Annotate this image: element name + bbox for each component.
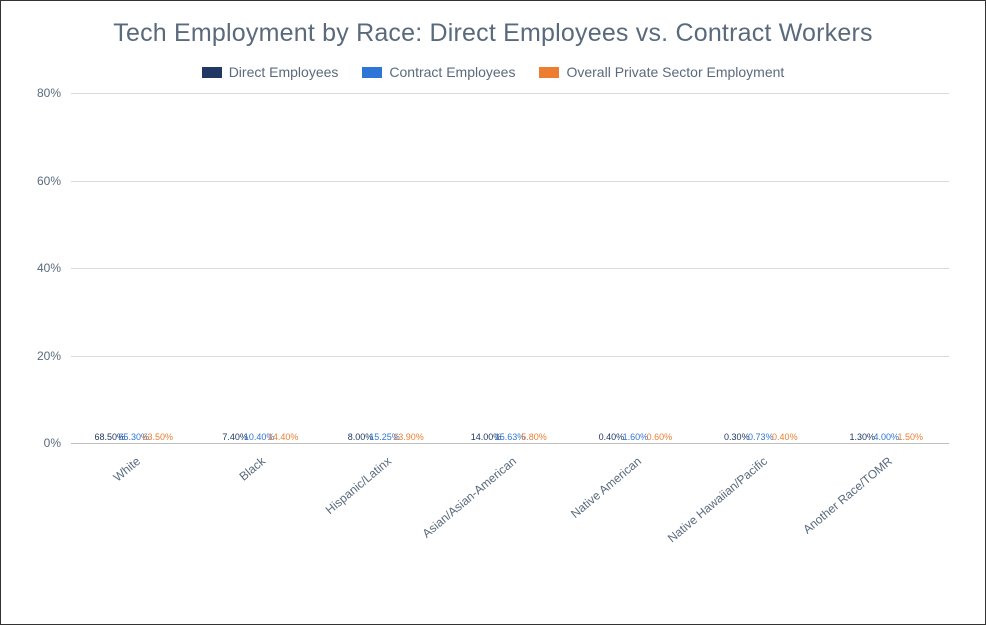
bar-data-label: 14.40% [268,432,299,444]
bar-data-label: 63.50% [142,432,173,444]
bar-data-label: 0.30% [724,432,750,444]
x-tick: Native Hawaiian/Pacific [698,444,823,564]
x-tick: Native American [573,444,698,564]
x-tick-label: White [110,454,143,484]
bar-data-label: 1.30% [849,432,875,444]
legend-item-overall: Overall Private Sector Employment [539,64,784,80]
bar-data-label: 4.00% [873,432,899,444]
bar-data-label: 0.73% [748,432,774,444]
bar-data-label: 0.40% [599,432,625,444]
x-tick: Black [196,444,321,564]
bar-group: 8.00%15.25%13.90% [322,94,447,444]
bar-data-label: 0.40% [772,432,798,444]
plot-area: 0%20%40%60%80% 68.50%65.30%63.50%7.40%10… [71,94,949,444]
x-tick-label: Black [237,454,268,484]
legend-label-direct: Direct Employees [229,64,339,80]
chart-title: Tech Employment by Race: Direct Employee… [27,19,959,48]
legend-label-contract: Contract Employees [389,64,515,80]
legend-label-overall: Overall Private Sector Employment [566,64,784,80]
legend-item-direct: Direct Employees [202,64,339,80]
bar-group: 14.00%15.63%5.80% [447,94,572,444]
bar-data-label: 1.50% [897,432,923,444]
bar-data-label: 5.80% [521,432,547,444]
bar-data-label: 1.60% [623,432,649,444]
y-tick-label: 80% [37,86,71,100]
bar-group: 0.30%0.73%0.40% [698,94,823,444]
legend-item-contract: Contract Employees [362,64,515,80]
x-tick: White [71,444,196,564]
bar-group: 1.30%4.00%1.50% [824,94,949,444]
x-axis: White Black Hispanic/Latinx Asian/Asian-Ame… [71,444,949,564]
bar-group: 0.40%1.60%0.60% [573,94,698,444]
legend-swatch-overall [539,67,559,78]
legend: Direct Employees Contract Employees Over… [27,64,959,80]
bar-groups: 68.50%65.30%63.50%7.40%10.40%14.40%8.00%… [71,94,949,444]
x-tick: Asian/Asian-American [447,444,572,564]
bar-group: 7.40%10.40%14.40% [196,94,321,444]
bar-data-label: 0.60% [647,432,673,444]
y-tick-label: 40% [37,261,71,275]
bar-group: 68.50%65.30%63.50% [71,94,196,444]
x-tick-label: Native American [568,454,644,521]
x-tick: Hispanic/Latinx [322,444,447,564]
legend-swatch-contract [362,67,382,78]
y-tick-label: 20% [37,349,71,363]
x-tick-label: Hispanic/Latinx [322,454,393,517]
x-tick: Another Race/TOMR [824,444,949,564]
y-tick-label: 60% [37,174,71,188]
y-tick-label: 0% [44,436,71,450]
bar-data-label: 13.90% [393,432,424,444]
legend-swatch-direct [202,67,222,78]
